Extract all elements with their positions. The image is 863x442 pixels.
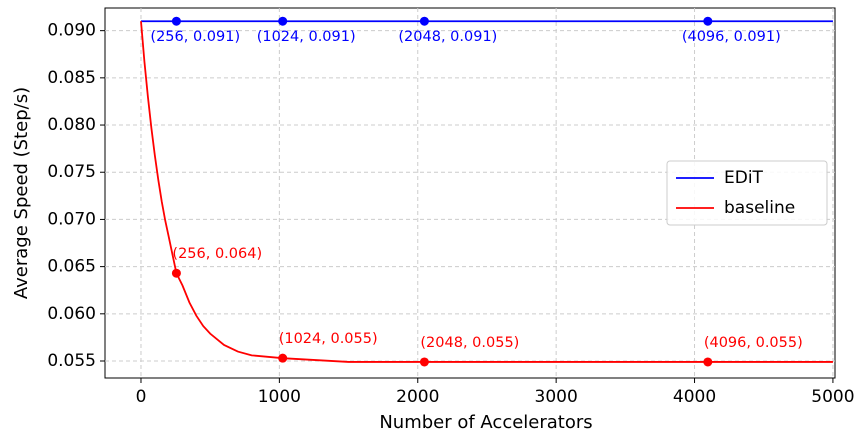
marker [278,353,288,363]
legend-label: baseline [724,198,795,218]
y-tick-label: 0.080 [47,115,96,135]
point-label: (2048, 0.055) [420,335,519,351]
y-tick-label: 0.060 [47,304,96,324]
x-tick-label: 0 [136,387,147,407]
x-axis-label: Number of Accelerators [379,412,592,433]
marker [703,357,713,367]
y-tick-label: 0.055 [47,351,96,371]
legend-label: EDiT [724,168,764,188]
marker [419,16,429,26]
marker [419,357,429,367]
marker [278,16,288,26]
y-axis-label: Average Speed (Step/s) [11,87,32,299]
marker [171,16,181,26]
y-tick-label: 0.090 [47,21,96,41]
x-tick-label: 1000 [258,387,301,407]
y-tick-label: 0.065 [47,257,96,277]
y-tick-label: 0.085 [47,68,96,88]
point-label: (1024, 0.091) [257,29,356,45]
y-tick-label: 0.075 [47,162,96,182]
point-label: (256, 0.064) [172,246,262,262]
point-label: (2048, 0.091) [398,29,497,45]
x-tick-label: 5000 [811,387,854,407]
point-label: (1024, 0.055) [279,331,378,347]
x-tick-label: 3000 [535,387,578,407]
legend-box [666,160,828,226]
x-tick-label: 2000 [396,387,439,407]
line [140,21,833,363]
point-label: (4096, 0.055) [704,335,803,351]
x-tick-label: 4000 [673,387,716,407]
marker [171,268,181,278]
plot-frame [104,7,836,379]
marker [703,16,713,26]
y-tick-label: 0.070 [47,209,96,229]
point-label: (256, 0.091) [150,29,240,45]
point-label: (4096, 0.091) [682,29,781,45]
